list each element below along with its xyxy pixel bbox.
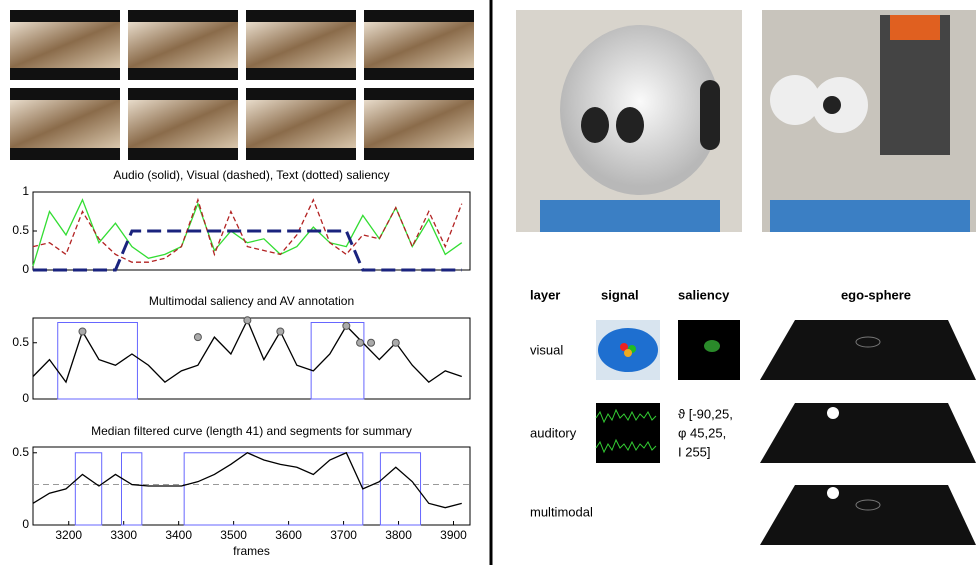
segment-box [120, 452, 143, 526]
data-line [32, 318, 462, 384]
col-header: signal [601, 287, 639, 302]
data-line [32, 197, 463, 263]
segment-box [310, 322, 365, 400]
data-line [32, 198, 463, 267]
y-tick-label: 1 [22, 184, 29, 198]
chart-title: Multimodal saliency and AV annotation [149, 294, 354, 308]
saliency-text: I 255] [678, 444, 711, 459]
segment-box [74, 452, 103, 526]
x-tick-label: 3400 [165, 528, 192, 542]
peak-marker [276, 327, 285, 336]
peak-marker [342, 321, 351, 330]
peak-marker [356, 338, 365, 347]
chart-title: Median filtered curve (length 41) and se… [91, 424, 412, 438]
col-header: layer [530, 287, 560, 302]
y-tick-label: 0 [22, 391, 29, 405]
col-header: ego-sphere [841, 287, 911, 302]
y-tick-label: 0 [22, 517, 29, 531]
x-tick-label: 3300 [110, 528, 137, 542]
peak-marker [78, 327, 87, 336]
signal-images [595, 320, 740, 463]
movie-frames [10, 10, 474, 160]
row-label: multimodal [530, 504, 593, 519]
row-label: visual [530, 342, 563, 357]
y-tick-label: 0.5 [12, 335, 29, 349]
robot-photo-mechanics [762, 10, 976, 232]
segment-box [57, 322, 138, 400]
peak-marker [391, 338, 400, 347]
ego-spheres [760, 320, 976, 545]
x-tick-label: 3700 [330, 528, 357, 542]
chart-title: Audio (solid), Visual (dashed), Text (do… [113, 168, 389, 182]
peak-marker [367, 338, 376, 347]
x-tick-label: 3600 [275, 528, 302, 542]
peak-marker [193, 333, 202, 342]
x-axis-label: frames [233, 544, 270, 558]
segment-box [183, 452, 364, 526]
saliency-text: φ 45,25, [678, 425, 726, 440]
x-tick-label: 3200 [55, 528, 82, 542]
peak-marker [243, 316, 252, 325]
data-line [33, 229, 462, 272]
x-tick-label: 3500 [220, 528, 247, 542]
segment-box [379, 452, 422, 526]
data-line [32, 451, 462, 509]
y-tick-label: 0.5 [12, 223, 29, 237]
col-header: saliency [678, 287, 730, 302]
axes-box [32, 317, 471, 400]
row-label: auditory [530, 425, 577, 440]
y-tick-label: 0 [22, 262, 29, 276]
x-tick-label: 3900 [440, 528, 467, 542]
saliency-text: ϑ [-90,25, [678, 406, 733, 421]
x-tick-label: 3800 [385, 528, 412, 542]
robot-photo [516, 10, 742, 232]
y-tick-label: 0.5 [12, 445, 29, 459]
